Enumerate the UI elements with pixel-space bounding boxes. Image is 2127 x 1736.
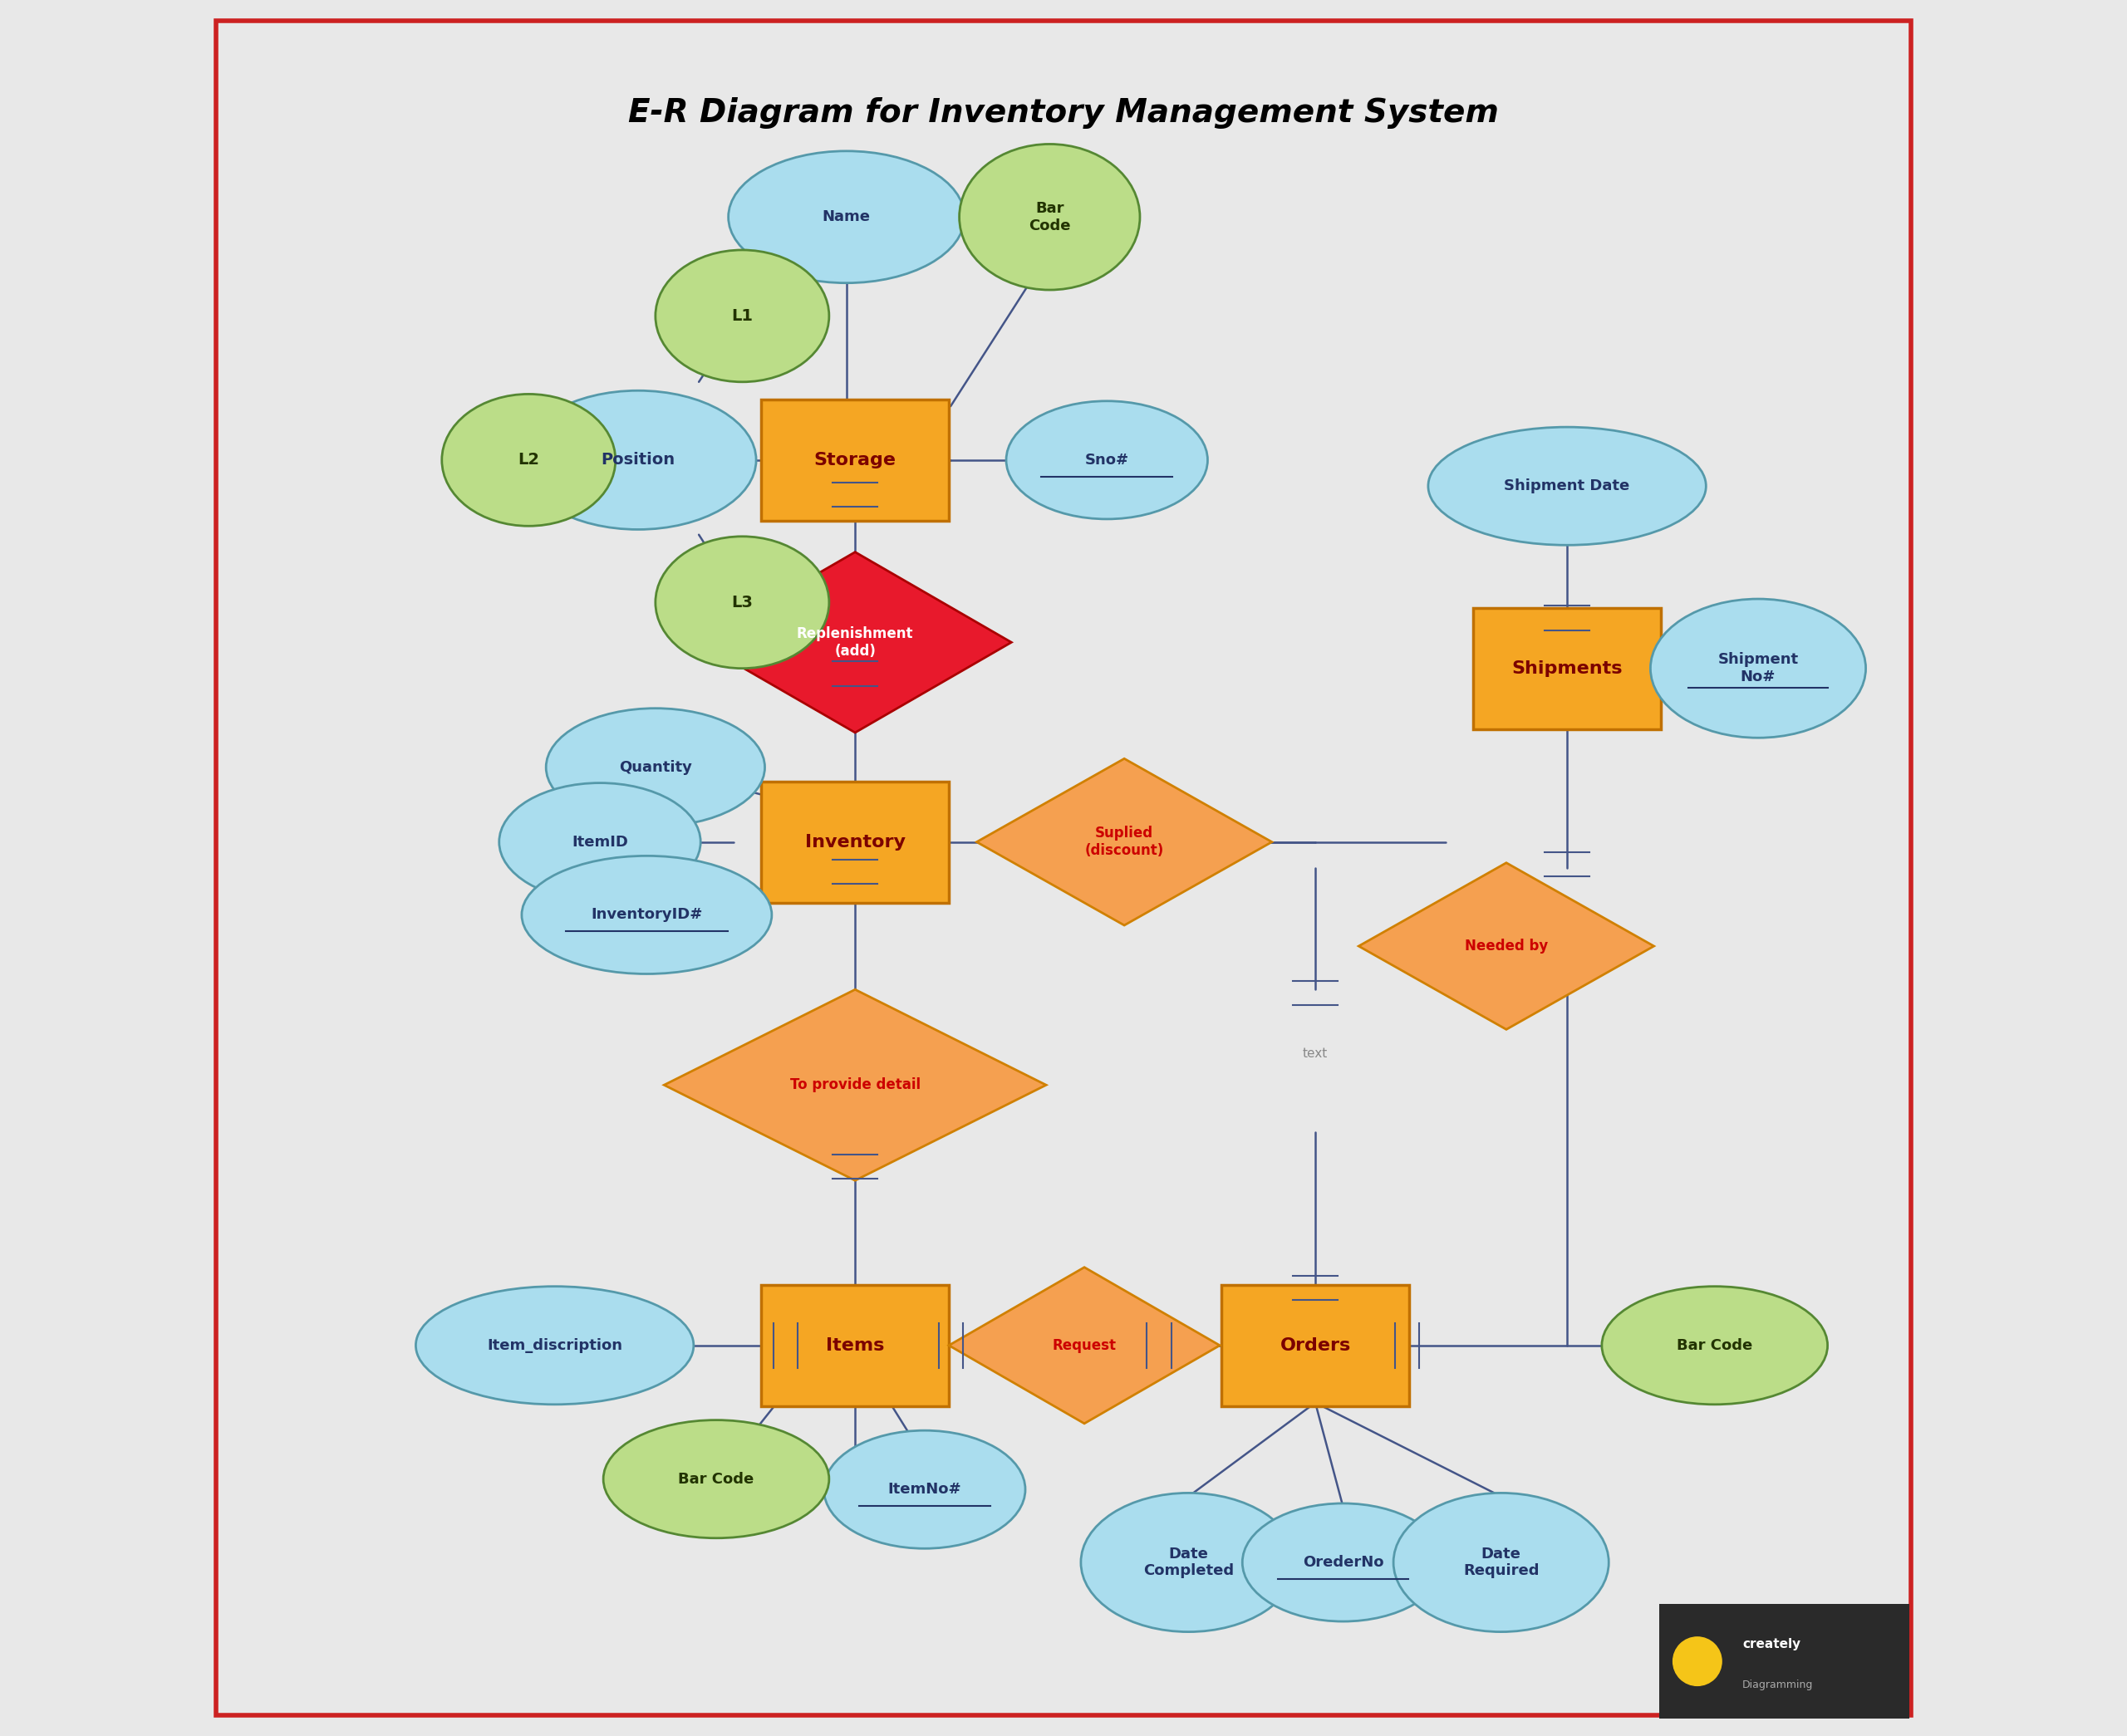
Text: Storage: Storage: [815, 451, 895, 469]
Polygon shape: [1359, 863, 1655, 1029]
Text: Name: Name: [823, 210, 870, 224]
Text: Request: Request: [1053, 1338, 1117, 1352]
Text: Suplied
(discount): Suplied (discount): [1085, 826, 1163, 858]
Ellipse shape: [655, 250, 830, 382]
Ellipse shape: [1006, 401, 1208, 519]
Text: Bar Code: Bar Code: [1676, 1338, 1753, 1352]
Ellipse shape: [1602, 1286, 1827, 1404]
Ellipse shape: [415, 1286, 693, 1404]
Text: Sno#: Sno#: [1085, 453, 1129, 467]
FancyBboxPatch shape: [1474, 608, 1661, 729]
Circle shape: [1674, 1637, 1721, 1686]
Ellipse shape: [500, 783, 700, 901]
Ellipse shape: [1393, 1493, 1608, 1632]
Text: Shipments: Shipments: [1512, 660, 1623, 677]
Text: Date
Completed: Date Completed: [1142, 1547, 1234, 1578]
Text: Date
Required: Date Required: [1463, 1547, 1540, 1578]
Text: creately: creately: [1742, 1637, 1802, 1651]
Ellipse shape: [959, 144, 1140, 290]
Text: text: text: [1302, 1047, 1327, 1061]
Text: E-R Diagram for Inventory Management System: E-R Diagram for Inventory Management Sys…: [627, 97, 1500, 128]
Text: Inventory: Inventory: [804, 833, 906, 851]
FancyBboxPatch shape: [761, 399, 949, 521]
Ellipse shape: [727, 151, 964, 283]
Text: Quantity: Quantity: [619, 760, 691, 774]
Text: Needed by: Needed by: [1466, 939, 1548, 953]
Ellipse shape: [1242, 1503, 1444, 1621]
Polygon shape: [700, 552, 1012, 733]
Text: Shipment Date: Shipment Date: [1504, 479, 1629, 493]
Text: L1: L1: [732, 307, 753, 325]
Ellipse shape: [519, 391, 755, 529]
Text: Orders: Orders: [1280, 1337, 1351, 1354]
FancyBboxPatch shape: [761, 781, 949, 903]
Text: ItemNo#: ItemNo#: [887, 1483, 961, 1496]
Text: ItemID: ItemID: [572, 835, 627, 849]
Text: L3: L3: [732, 594, 753, 611]
Ellipse shape: [547, 708, 766, 826]
Text: Replenishment
(add): Replenishment (add): [798, 627, 912, 658]
Text: Position: Position: [602, 451, 674, 469]
Polygon shape: [976, 759, 1272, 925]
Text: Shipment
No#: Shipment No#: [1719, 653, 1799, 684]
Polygon shape: [949, 1267, 1219, 1424]
Ellipse shape: [1081, 1493, 1295, 1632]
Text: Items: Items: [825, 1337, 885, 1354]
FancyBboxPatch shape: [1659, 1604, 1910, 1719]
Text: Bar Code: Bar Code: [679, 1472, 755, 1486]
Text: L2: L2: [517, 451, 540, 469]
Text: Item_discription: Item_discription: [487, 1338, 623, 1352]
Text: Diagramming: Diagramming: [1742, 1680, 1814, 1691]
Ellipse shape: [823, 1430, 1025, 1549]
Ellipse shape: [655, 536, 830, 668]
Text: To provide detail: To provide detail: [789, 1078, 921, 1092]
FancyBboxPatch shape: [1221, 1285, 1408, 1406]
Ellipse shape: [604, 1420, 830, 1538]
Text: Bar
Code: Bar Code: [1029, 201, 1070, 233]
Text: InventoryID#: InventoryID#: [591, 908, 702, 922]
Ellipse shape: [1427, 427, 1706, 545]
Ellipse shape: [1651, 599, 1865, 738]
Ellipse shape: [442, 394, 615, 526]
Polygon shape: [664, 990, 1046, 1180]
FancyBboxPatch shape: [761, 1285, 949, 1406]
Text: OrederNo: OrederNo: [1302, 1555, 1383, 1569]
Ellipse shape: [521, 856, 772, 974]
